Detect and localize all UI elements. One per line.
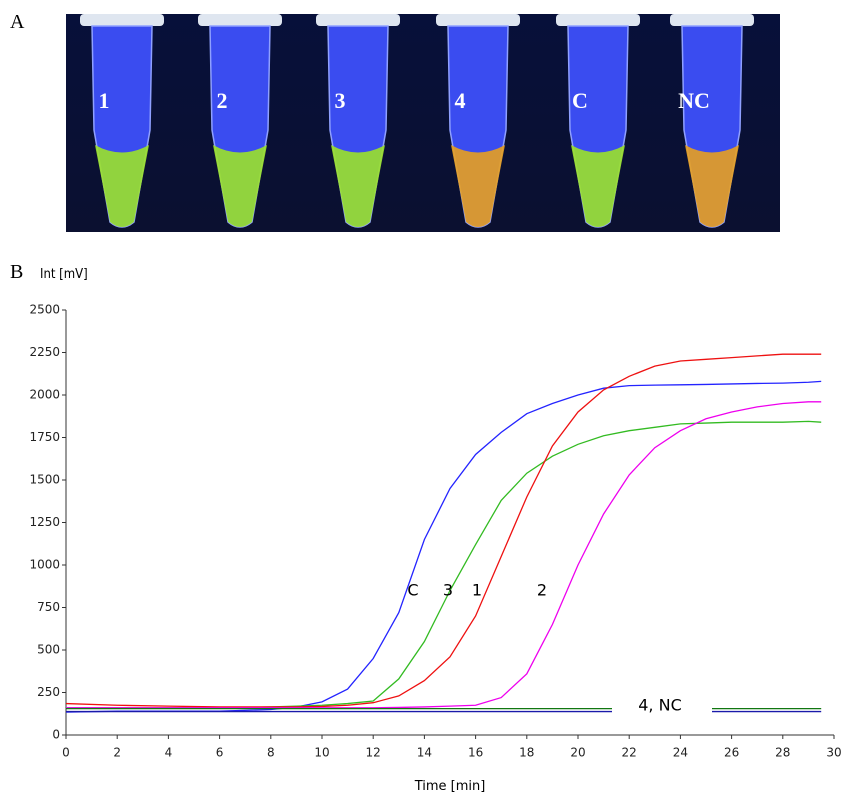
tube-liquid — [95, 145, 149, 227]
x-tick-label: 16 — [468, 746, 483, 760]
x-tick-label: 10 — [314, 746, 329, 760]
x-tick-label: 30 — [826, 746, 841, 760]
tube-cap — [556, 14, 640, 26]
panel-label: B — [10, 261, 23, 283]
y-axis-label: Int [mV] — [40, 267, 88, 282]
x-tick-label: 12 — [366, 746, 381, 760]
curve-label: 1 — [472, 581, 482, 600]
series-line — [66, 420, 822, 709]
tube-label: 1 — [99, 88, 110, 113]
y-tick-label: 1500 — [29, 473, 60, 487]
tube-cap — [436, 14, 520, 26]
x-tick-label: 0 — [62, 746, 70, 760]
tube-label: NC — [678, 88, 710, 113]
panel-label: A — [10, 11, 25, 33]
tube-label: 4 — [455, 88, 466, 113]
tube-label: 3 — [335, 88, 346, 113]
y-tick-label: 2000 — [29, 388, 60, 402]
tube-cap — [198, 14, 282, 26]
x-tick-label: 8 — [267, 746, 275, 760]
curve-label: 3 — [443, 581, 453, 600]
tube-liquid — [213, 145, 267, 227]
tube-cap — [316, 14, 400, 26]
y-tick-label: 250 — [37, 685, 60, 699]
x-tick-label: 4 — [165, 746, 173, 760]
y-tick-label: 1750 — [29, 430, 60, 444]
y-tick-label: 1000 — [29, 558, 60, 572]
tube-label: 2 — [217, 88, 228, 113]
x-tick-label: 18 — [519, 746, 534, 760]
x-axis-label: Time [min] — [414, 779, 486, 794]
tube-liquid — [685, 145, 739, 227]
tube-label: C — [572, 88, 588, 113]
x-tick-label: 20 — [570, 746, 585, 760]
y-tick-label: 1250 — [29, 515, 60, 529]
x-tick-label: 6 — [216, 746, 224, 760]
series-line — [65, 353, 822, 708]
tube-liquid — [451, 145, 505, 227]
x-tick-label: 24 — [673, 746, 688, 760]
y-tick-label: 2250 — [29, 345, 60, 359]
x-tick-label: 22 — [622, 746, 637, 760]
tube-liquid — [331, 145, 385, 227]
y-tick-label: 750 — [37, 600, 60, 614]
series-line — [66, 401, 822, 709]
photo — [66, 14, 780, 232]
tubes: 1 2 3 4 C NC — [80, 14, 754, 228]
x-tick-label: 2 — [113, 746, 121, 760]
y-tick-label: 2500 — [29, 303, 60, 317]
tube-liquid — [571, 145, 625, 227]
annotation-bg — [612, 694, 712, 718]
annotation: 4, NC — [638, 696, 682, 715]
y-tick-label: 500 — [37, 643, 60, 657]
x-tick-label: 28 — [775, 746, 790, 760]
tube-cap — [80, 14, 164, 26]
x-tick-label: 14 — [417, 746, 432, 760]
tube-cap — [670, 14, 754, 26]
curve-label: C — [407, 581, 418, 600]
x-tick-label: 26 — [724, 746, 739, 760]
y-tick-label: 0 — [52, 728, 60, 742]
curve-label: 2 — [537, 581, 547, 600]
